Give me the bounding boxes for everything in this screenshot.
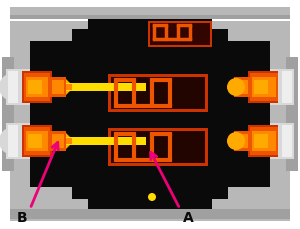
Bar (24, 74, 50, 101)
Bar (228, 42, 270, 62)
Bar (22, 125, 52, 157)
Bar (234, 134, 248, 148)
Bar (254, 134, 268, 148)
Bar (248, 72, 278, 104)
Bar (10, 207, 290, 221)
Bar (52, 81, 64, 95)
Bar (108, 128, 208, 166)
Bar (270, 70, 294, 106)
Bar (8, 72, 18, 104)
Bar (254, 81, 268, 95)
Bar (72, 30, 88, 199)
Bar (22, 72, 52, 104)
Bar (10, 207, 110, 221)
Bar (88, 20, 212, 209)
Bar (10, 16, 290, 20)
Circle shape (148, 193, 156, 201)
Text: B: B (17, 210, 27, 224)
Bar (28, 134, 42, 148)
Bar (6, 70, 30, 106)
Bar (111, 131, 205, 163)
Bar (228, 42, 270, 187)
Bar (282, 125, 292, 157)
Bar (100, 8, 175, 22)
Bar (66, 85, 72, 91)
Bar (270, 123, 294, 159)
Bar (10, 209, 290, 219)
Bar (108, 75, 208, 112)
Bar (150, 24, 210, 46)
Bar (24, 128, 50, 155)
Bar (48, 78, 66, 98)
Bar (88, 20, 212, 36)
Bar (248, 125, 278, 157)
Polygon shape (66, 80, 74, 95)
Bar (88, 193, 212, 209)
Bar (52, 134, 64, 148)
Bar (66, 138, 72, 144)
Bar (10, 8, 110, 22)
Bar (228, 167, 270, 187)
Bar (282, 72, 292, 104)
Bar (234, 78, 252, 98)
Circle shape (227, 132, 245, 150)
Bar (30, 42, 72, 62)
Bar (30, 167, 72, 187)
Bar (148, 22, 212, 48)
Bar (38, 62, 64, 167)
Bar (26, 131, 48, 151)
Bar (236, 62, 262, 167)
Bar (10, 8, 290, 20)
Bar (234, 81, 248, 95)
Bar (2, 58, 14, 171)
Bar (30, 42, 72, 187)
Bar (66, 84, 146, 92)
Circle shape (227, 79, 245, 97)
Bar (175, 8, 290, 22)
Polygon shape (66, 134, 74, 149)
Text: A: A (183, 210, 194, 224)
Bar (175, 207, 290, 221)
Bar (286, 58, 298, 171)
Circle shape (0, 128, 27, 155)
Bar (26, 78, 48, 98)
Bar (234, 131, 252, 151)
Bar (111, 78, 205, 109)
Bar (250, 128, 278, 155)
Bar (6, 123, 30, 159)
Bar (66, 137, 146, 145)
Bar (252, 131, 276, 151)
Circle shape (0, 74, 27, 101)
Bar (10, 18, 290, 211)
Bar (250, 74, 278, 101)
Bar (8, 125, 18, 157)
Bar (48, 131, 66, 151)
Bar (252, 78, 276, 98)
Bar (212, 30, 228, 199)
Bar (28, 81, 42, 95)
